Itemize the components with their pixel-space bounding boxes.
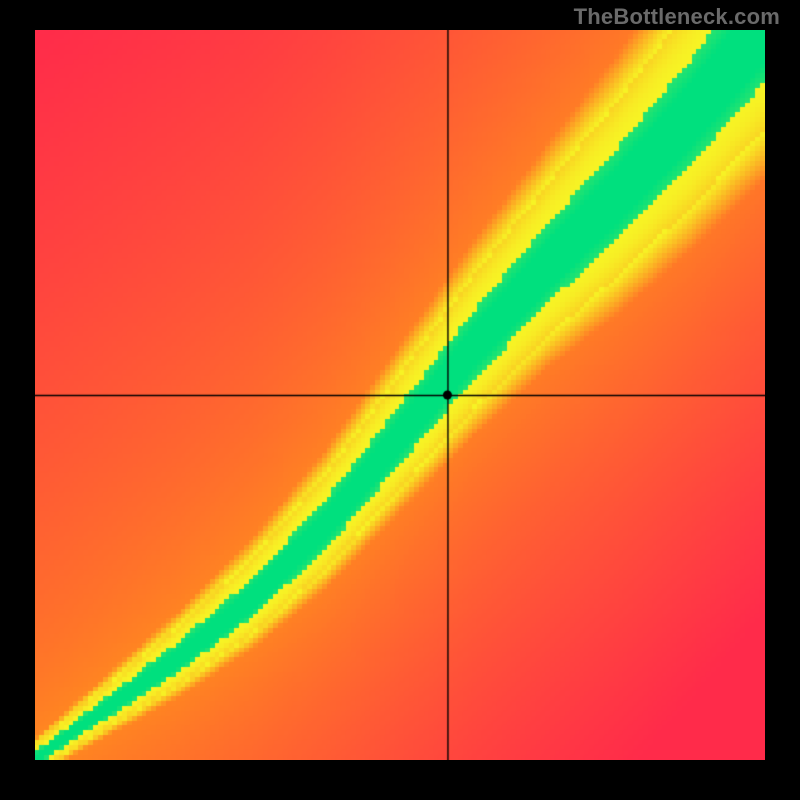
watermark-text: TheBottleneck.com bbox=[574, 4, 780, 30]
bottleneck-heatmap bbox=[35, 30, 765, 760]
